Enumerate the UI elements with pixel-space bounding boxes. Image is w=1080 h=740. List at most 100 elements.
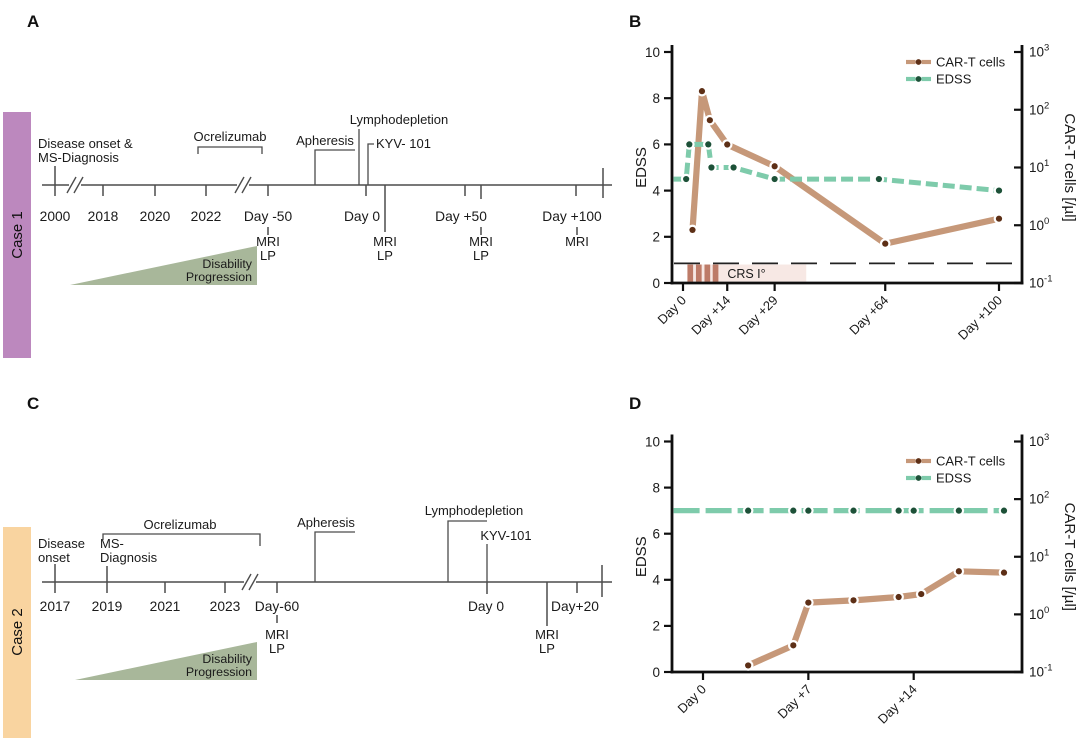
data-dot — [995, 215, 1003, 222]
data-dot — [724, 141, 731, 148]
axis-break — [241, 573, 259, 591]
left-axis-tick-label: 10 — [645, 45, 660, 60]
disability-label: Disability — [202, 652, 252, 666]
disease-label: Disease — [38, 536, 85, 551]
right-axis-tick-label: 100 — [1029, 216, 1049, 233]
x-axis-tick-label: Day 0 — [654, 293, 689, 328]
data-dot — [918, 590, 925, 598]
progression-label: Progression — [186, 665, 252, 679]
case2-label: Case 2 — [9, 608, 26, 656]
series-line-edss — [673, 141, 1000, 194]
right-axis-tick-label: 103 — [1029, 432, 1049, 449]
right-axis-tick-label: 103 — [1029, 43, 1049, 60]
panel-b-letter: B — [629, 12, 641, 31]
data-dot — [698, 88, 706, 95]
tick-label: Day 0 — [468, 599, 504, 614]
data-dot — [895, 507, 902, 514]
disability-progression-triangle — [70, 246, 257, 285]
data-dot — [706, 117, 713, 124]
mri-label: MRI — [565, 234, 589, 249]
data-dot — [683, 175, 690, 183]
right-axis-tick-label: 10-1 — [1029, 274, 1052, 291]
lymphodepletion-label: Lymphodepletion — [425, 503, 524, 518]
case2-color-bar — [3, 527, 31, 738]
left-axis-tick-label: 2 — [652, 619, 660, 634]
lp-label: LP — [269, 641, 285, 656]
data-dot — [771, 175, 778, 183]
tick-label: Day -50 — [244, 209, 293, 224]
timeline-tick-labels: 2017 2019 2021 2023 Day-60 Day 0 Day+20 — [40, 599, 600, 614]
timeline-ticks — [54, 166, 577, 199]
data-dot — [705, 141, 712, 148]
tick-label: Day-60 — [255, 599, 300, 614]
panel-a-letter: A — [27, 12, 39, 31]
onset-label: onset — [38, 550, 70, 565]
left-axis-tick-label: 6 — [652, 527, 660, 542]
data-dot — [771, 163, 778, 170]
lymphodepletion-label: Lymphodepletion — [350, 112, 449, 127]
right-axis-tick-label: 101 — [1029, 547, 1049, 564]
data-dot — [850, 597, 857, 604]
left-axis-tick-label: 4 — [652, 573, 660, 588]
legend-label: EDSS — [936, 72, 972, 87]
tick-label: Day+20 — [551, 599, 599, 614]
data-dot — [689, 226, 696, 234]
x-axis-tick-label: Day +14 — [688, 293, 733, 338]
apheresis-bracket — [314, 531, 355, 582]
case1-color-bar — [3, 112, 31, 358]
apheresis-label: Apheresis — [296, 133, 354, 148]
lp-label: LP — [377, 248, 393, 263]
mri-label: MRI — [256, 234, 280, 249]
timeline-tick-labels: 2000 2018 2020 2022 Day -50 Day 0 Day +5… — [40, 209, 602, 224]
data-dot — [790, 642, 797, 649]
legend-marker-dot — [915, 458, 922, 464]
ms-label: MS- — [100, 536, 124, 551]
mri-lp-labels: MRI LP MRI LP — [265, 627, 559, 656]
left-axis-tick-label: 2 — [652, 230, 660, 245]
data-dot — [1000, 569, 1008, 576]
mri-label: MRI — [373, 234, 397, 249]
panel-d-chart: 0 2 4 6 8 10 103 102 101 100 10-1 Day 0 Day +7 Day +1… — [633, 432, 1078, 727]
right-axis-tick-label: 102 — [1029, 100, 1049, 117]
data-dot — [955, 507, 962, 514]
kyv101-bracket — [367, 143, 374, 185]
tick-label: 2018 — [88, 209, 119, 224]
panel-a: A Case 1 2 — [3, 12, 612, 358]
data-dot — [875, 175, 883, 183]
axis-break — [234, 176, 252, 194]
apheresis-label: Apheresis — [297, 515, 355, 530]
crs-label: CRS I° — [727, 267, 765, 281]
ocrelizumab-bracket — [102, 533, 261, 546]
data-dot — [745, 662, 752, 669]
legend-marker-dot — [915, 475, 922, 481]
legend-entry: CAR-T cells — [906, 454, 1006, 469]
x-axis-tick-label: Day +14 — [875, 682, 920, 727]
right-axis-title: CAR-T cells [/µl] — [1061, 503, 1078, 611]
progression-label: Progression — [186, 270, 252, 284]
left-axis-tick-label: 0 — [652, 665, 660, 680]
series-line-car-t-cells — [746, 568, 1005, 669]
data-dot — [850, 507, 857, 514]
tick-label: 2020 — [140, 209, 171, 224]
left-axis-tick-label: 10 — [645, 434, 660, 449]
crs-bar — [695, 264, 702, 282]
data-dot — [686, 141, 693, 148]
lp-label: LP — [260, 248, 276, 263]
data-dot — [910, 507, 917, 514]
crs-bar — [712, 264, 719, 282]
tick-label: 2023 — [210, 599, 241, 614]
data-dot — [1000, 507, 1008, 514]
case1-label: Case 1 — [9, 211, 26, 259]
tick-label: 2022 — [191, 209, 222, 224]
left-axis-tick-label: 8 — [652, 480, 660, 495]
legend-label: EDSS — [936, 471, 972, 486]
lymphodepletion-bracket — [447, 520, 487, 582]
left-axis-tick-label: 4 — [652, 183, 660, 198]
ocrelizumab-label: Ocrelizumab — [194, 129, 267, 144]
legend-entry: EDSS — [906, 72, 972, 87]
mri-label: MRI — [265, 627, 289, 642]
left-axis-title: EDSS — [633, 536, 650, 577]
data-dot — [790, 507, 797, 514]
right-axis-tick-label: 101 — [1029, 158, 1049, 175]
